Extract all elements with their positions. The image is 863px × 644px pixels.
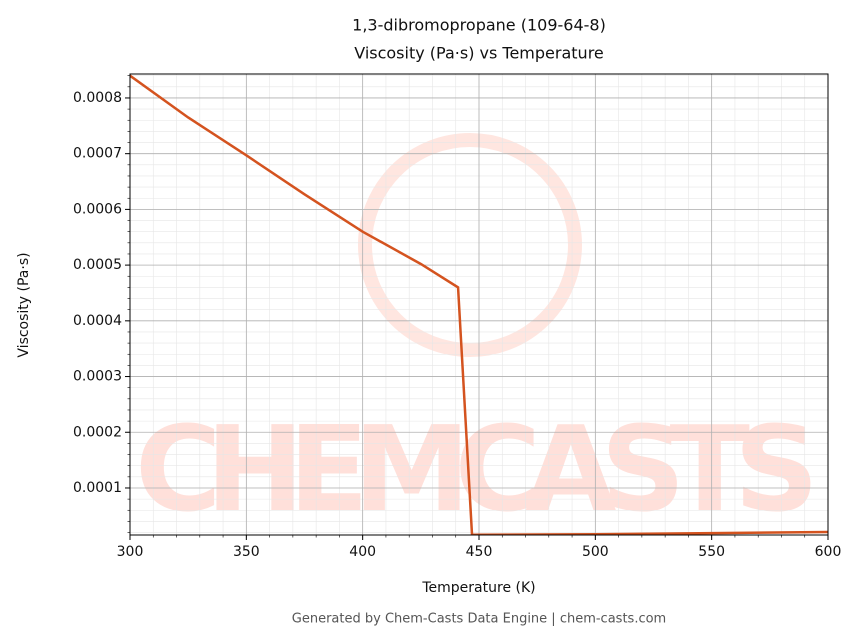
watermark: CHEMCASTS: [135, 400, 823, 538]
y-tick-label: 0.0003: [73, 369, 122, 385]
x-tick-label: 300: [117, 544, 144, 560]
x-tick-label: 450: [466, 544, 493, 560]
chart-title: 1,3-dibromopropane (109-64-8): [352, 16, 606, 35]
x-tick-label: 500: [582, 544, 609, 560]
chart-subtitle: Viscosity (Pa·s) vs Temperature: [354, 44, 604, 63]
y-tick-label: 0.0008: [73, 90, 122, 106]
x-tick-label: 550: [698, 544, 725, 560]
y-tick-label: 0.0006: [73, 201, 122, 217]
y-tick-label: 0.0002: [73, 424, 122, 440]
y-tick-label: 0.0007: [73, 146, 122, 162]
x-axis-label: Temperature (K): [421, 580, 535, 596]
y-tick-label: 0.0001: [73, 480, 122, 496]
footer: Generated by Chem-Casts Data Engine | ch…: [292, 612, 666, 627]
watermark-ring: [358, 133, 582, 357]
y-tick-label: 0.0005: [73, 257, 122, 273]
x-tick-label: 350: [233, 544, 260, 560]
y-axis-label: Viscosity (Pa·s): [16, 252, 32, 357]
y-tick-label: 0.0004: [73, 313, 122, 329]
data-line: [130, 74, 828, 535]
plot-frame: [129, 73, 829, 536]
x-tick-label: 600: [815, 544, 842, 560]
x-tick-label: 400: [349, 544, 376, 560]
